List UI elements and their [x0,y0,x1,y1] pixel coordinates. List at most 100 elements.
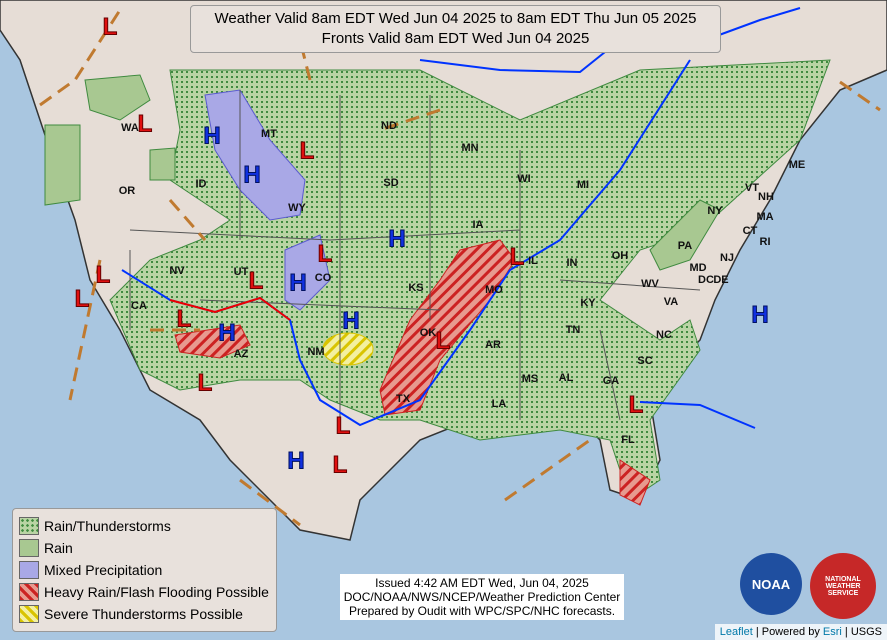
state-label: IN [567,257,578,269]
front-warm [169,296,291,321]
leaflet-link[interactable]: Leaflet [719,626,753,638]
state-label: FL [621,434,635,446]
low-pressure: L [198,369,213,396]
high-pressure: H [751,301,768,328]
state-label: MI [577,179,589,191]
low-pressure: L [300,137,315,164]
state-label: OH [612,250,629,262]
issued-line: Prepared by Oudit with WPC/SPC/NHC forec… [348,604,616,618]
state-label: KY [580,297,596,309]
high-pressure: H [203,122,220,149]
low-pressure: L [510,243,525,270]
state-label: MO [485,284,503,296]
noaa-logo-text: NOAA [751,576,791,592]
nws-logo-text: NATIONAL WEATHER SERVICE [825,575,861,597]
state-label: UT [234,266,249,278]
high-pressure: H [289,269,306,296]
high-pressure: H [388,225,405,252]
state-label: MT [261,128,277,140]
issued-line: DOC/NOAA/NWS/NCEP/Weather Prediction Cen… [343,590,621,604]
state-label: KS [408,282,423,294]
legend-swatch [19,605,39,623]
state-label: AR [485,339,501,351]
state-label: OK [420,327,437,339]
state-label: AZ [234,348,249,360]
state-label: SC [637,355,652,367]
low-pressure: L [249,267,264,294]
low-pressure: L [436,327,451,354]
attribution: Leaflet | Powered by Esri | USGS [714,624,887,640]
state-label: NC [656,329,672,341]
noaa-logo: NOAA [740,553,802,615]
state-label: TN [566,324,581,336]
state-label: TX [396,393,411,405]
heavy-rain-area [174,239,651,506]
state-label: AL [559,372,574,384]
state-borders [129,90,701,421]
state-label: DE [713,274,728,286]
state-label: CT [743,225,758,237]
subtitle: Fronts Valid 8am EDT Wed Jun 04 2025 [321,30,590,47]
state-label: OR [119,185,136,197]
state-label: ME [789,159,806,171]
low-pressure: L [336,412,351,439]
state-label: CA [131,300,147,312]
mixed-precip-area [204,89,331,311]
attribution-text: | Powered by [755,626,820,638]
legend-entry: Heavy Rain/Flash Flooding Possible [19,581,276,603]
title-box: Weather Valid 8am EDT Wed Jun 04 2025 to… [190,5,721,53]
state-label: IA [473,219,484,231]
state-label: WA [121,122,139,134]
state-label: CO [315,272,332,284]
legend-label: Severe Thunderstorms Possible [44,606,243,622]
legend-label: Heavy Rain/Flash Flooding Possible [44,584,269,600]
attribution-text: | USGS [844,626,882,638]
legend-entry: Rain/Thunderstorms [19,515,276,537]
low-pressure: L [138,110,153,137]
state-label: VA [664,296,679,308]
esri-link[interactable]: Esri [822,626,842,638]
state-label: RI [760,236,771,248]
high-pressure: H [287,447,304,474]
legend-entry: Severe Thunderstorms Possible [19,603,276,625]
legend-swatch [19,517,39,535]
legend-swatch [19,561,39,579]
state-label: NY [707,205,723,217]
state-label: DC [698,274,714,286]
state-label: GA [603,375,620,387]
state-label: NM [307,346,324,358]
title: Weather Valid 8am EDT Wed Jun 04 2025 to… [214,10,697,27]
state-label: SD [383,177,398,189]
state-label: LA [492,398,507,410]
issued-box: Issued 4:42 AM EDT Wed, Jun 04, 2025 DOC… [340,574,624,620]
low-pressure: L [103,13,118,40]
legend: Rain/Thunderstorms Rain Mixed Precipitatio… [12,508,277,632]
legend-label: Rain [44,540,73,556]
state-label: VT [745,182,759,194]
state-label: NJ [720,252,734,264]
state-label: MA [756,211,773,223]
legend-entry: Mixed Precipitation [19,559,276,581]
legend-label: Rain/Thunderstorms [44,518,171,534]
state-label: MD [689,262,706,274]
state-label: IL [528,255,538,267]
issued-line: Issued 4:42 AM EDT Wed, Jun 04, 2025 [375,576,589,590]
state-label: ND [381,120,397,132]
low-pressure: L [177,305,192,332]
trough [39,9,881,527]
low-pressure: L [318,240,333,267]
legend-swatch [19,583,39,601]
high-pressure: H [342,307,359,334]
state-label: NH [758,191,774,203]
low-pressure: L [333,451,348,478]
legend-swatch [19,539,39,557]
low-pressure: L [75,285,90,312]
high-pressure: H [243,161,260,188]
state-label: WY [288,202,306,214]
state-label: WV [641,278,659,290]
state-label: NV [169,265,185,277]
legend-label: Mixed Precipitation [44,562,163,578]
state-label: ID [196,178,207,190]
